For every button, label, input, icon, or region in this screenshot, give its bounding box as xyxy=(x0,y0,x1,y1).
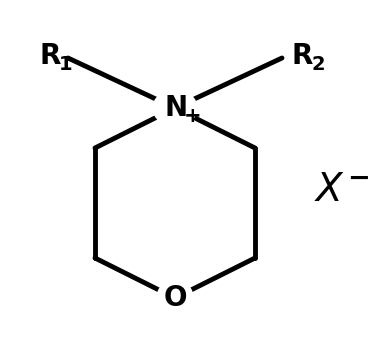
Ellipse shape xyxy=(157,280,193,316)
Text: $\bf{\mathit{X}}^-$: $\bf{\mathit{X}}^-$ xyxy=(314,171,370,209)
Ellipse shape xyxy=(153,90,197,126)
Text: $\bf{R}$: $\bf{R}$ xyxy=(39,42,61,70)
Text: $\bf{N}$: $\bf{N}$ xyxy=(164,94,186,122)
Text: 1: 1 xyxy=(59,55,73,74)
Text: $\bf{R}$: $\bf{R}$ xyxy=(291,42,314,70)
Text: 2: 2 xyxy=(311,55,325,74)
Text: +: + xyxy=(184,106,202,126)
Text: $\bf{O}$: $\bf{O}$ xyxy=(163,284,187,312)
